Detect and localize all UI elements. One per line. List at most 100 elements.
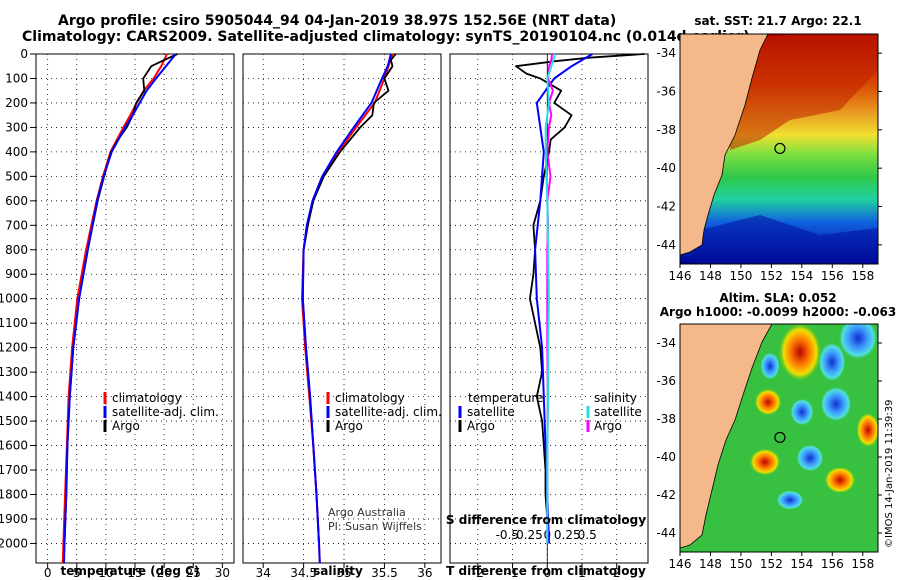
series-line-s-satellite [544, 53, 557, 544]
x-tick-label: 35.5 [371, 566, 398, 580]
longitude-tick-label: 154 [790, 557, 813, 571]
latitude-tick-label: -34 [656, 336, 676, 350]
latitude-tick-label: -36 [656, 374, 676, 388]
x-tick-label: 0 [44, 566, 52, 580]
temperature-frame [35, 53, 235, 564]
x-tick-label: 34 [256, 566, 271, 580]
longitude-tick-label: 146 [669, 269, 692, 283]
depth-tick-label: 600 [5, 194, 28, 208]
depth-tick-label: 800 [5, 243, 28, 257]
legend-label-s-argo: Argo [594, 419, 622, 433]
latitude-tick-label: -40 [656, 161, 676, 175]
sla-low-east [820, 386, 852, 422]
x-tick-label: 10 [98, 566, 113, 580]
legend-heading-salinity: salinity [594, 391, 637, 405]
x-tick-label: 36 [417, 566, 432, 580]
sla-low-south [796, 444, 824, 472]
sst-warm-core [730, 34, 878, 150]
sst-map-title: sat. SST: 21.7 Argo: 22.1 [694, 14, 861, 28]
salinity-frame [242, 53, 442, 564]
x-tick-label: 30 [215, 566, 230, 580]
s-difference-axis-label: S difference from climatology [446, 513, 646, 527]
sla-map-frame [679, 323, 879, 553]
x-tick-label: -1 [507, 566, 519, 580]
sla-high-south [749, 448, 781, 476]
x-tick-label: 0 [543, 566, 551, 580]
salinity-grid [243, 53, 441, 563]
depth-tick-label: 1500 [0, 414, 28, 428]
sla-low-north [818, 342, 846, 382]
depth-tick-label: 1300 [0, 365, 28, 379]
longitude-tick-label: 150 [729, 269, 752, 283]
depth-tick-label: 200 [5, 96, 28, 110]
legend-label-satellite: satellite-adj. clim. [335, 405, 442, 419]
series-line-t-satellite [534, 53, 593, 544]
legend-label-t-satellite: satellite [467, 405, 515, 419]
depth-tick-label: 100 [5, 71, 28, 85]
latitude-tick-label: -44 [656, 238, 676, 252]
depth-tick-label: 900 [5, 267, 28, 281]
longitude-tick-label: 158 [851, 557, 874, 571]
sla-high-southeast [824, 466, 856, 494]
sst-field [680, 34, 878, 264]
legend-label-s-satellite: satellite [594, 405, 642, 419]
sla-map: Altim. SLA: 0.052 Argo h1000: -0.0099 h2… [656, 291, 896, 571]
salinity-profiles [301, 53, 397, 564]
temperature-legend: climatology satellite-adj. clim. Argo [103, 391, 219, 433]
s-difference-axis-ticks: -0.5-0.25 0 0.250.5 [496, 528, 597, 542]
legend-label-climatology: climatology [112, 391, 182, 405]
figure-title-line-2: Climatology: CARS2009. Satellite-adjuste… [22, 29, 750, 45]
latitude-tick-label: -40 [656, 450, 676, 464]
latitude-tick-label: -36 [656, 85, 676, 99]
legend-label-climatology: climatology [335, 391, 405, 405]
sla-high-west [754, 388, 782, 416]
depth-tick-label: 1800 [0, 487, 28, 501]
legend-label-t-argo: Argo [467, 419, 495, 433]
longitude-tick-label: 146 [669, 557, 692, 571]
s-tick-label: 0.5 [578, 528, 597, 542]
depth-tick-label: 0 [20, 47, 28, 61]
sla-low-far-south [776, 490, 804, 510]
temperature-axis-ticks: 0 5 10 15 20 25 30 [44, 563, 230, 580]
x-tick-label: -2 [472, 566, 484, 580]
temperature-axis-label: temperature (deg C) [61, 564, 200, 578]
longitude-tick-label: 156 [821, 269, 844, 283]
s-difference-legend: salinity satellite Argo [586, 391, 642, 433]
sla-low-coast [760, 352, 780, 380]
temperature-profiles [61, 53, 178, 564]
depth-tick-label: 1900 [0, 512, 28, 526]
s-tick-label: -0.5 [496, 528, 519, 542]
x-tick-label: 5 [73, 566, 81, 580]
sla-latitude-ticks: -34 -36 -38 -40 -42 -44 [656, 336, 882, 540]
depth-tick-label: 1600 [0, 439, 28, 453]
series-line-t-argo [515, 53, 645, 544]
credit-argo-australia: Argo Australia [328, 506, 406, 519]
latitude-tick-label: -42 [656, 200, 676, 214]
depth-tick-label: 500 [5, 169, 28, 183]
salinity-legend: climatology satellite-adj. clim. Argo [326, 391, 442, 433]
depth-tick-label: 1100 [0, 316, 28, 330]
difference-grid [450, 53, 648, 563]
temperature-grid [36, 53, 234, 563]
sla-low-northeast [838, 324, 878, 360]
sst-map: sat. SST: 21.7 Argo: 22.1 146 148 150 152 15… [656, 14, 882, 283]
land-australia [680, 34, 769, 256]
longitude-tick-label: 148 [699, 557, 722, 571]
latitude-tick-label: -44 [656, 526, 676, 540]
depth-tick-label: 1200 [0, 341, 28, 355]
float-position-marker [774, 142, 786, 155]
sla-high-north [778, 324, 822, 382]
temperature-panel: 0100200300400500600700800900100011001200… [0, 47, 235, 580]
sla-low-centre [790, 398, 814, 426]
x-tick-label: 15 [127, 566, 142, 580]
sla-high-east [856, 412, 878, 448]
figure-title-line-1: Argo profile: csiro 5905044_94 04-Jan-20… [58, 13, 617, 29]
longitude-tick-label: 156 [821, 557, 844, 571]
longitude-tick-label: 158 [851, 269, 874, 283]
legend-label-argo: Argo [335, 419, 363, 433]
depth-tick-label: 1700 [0, 463, 28, 477]
x-tick-label: 35 [336, 566, 351, 580]
depth-tick-label: 2000 [0, 536, 28, 550]
salinity-axis-label: salinity [313, 564, 363, 578]
t-difference-legend: temperature satellite Argo [458, 391, 543, 433]
